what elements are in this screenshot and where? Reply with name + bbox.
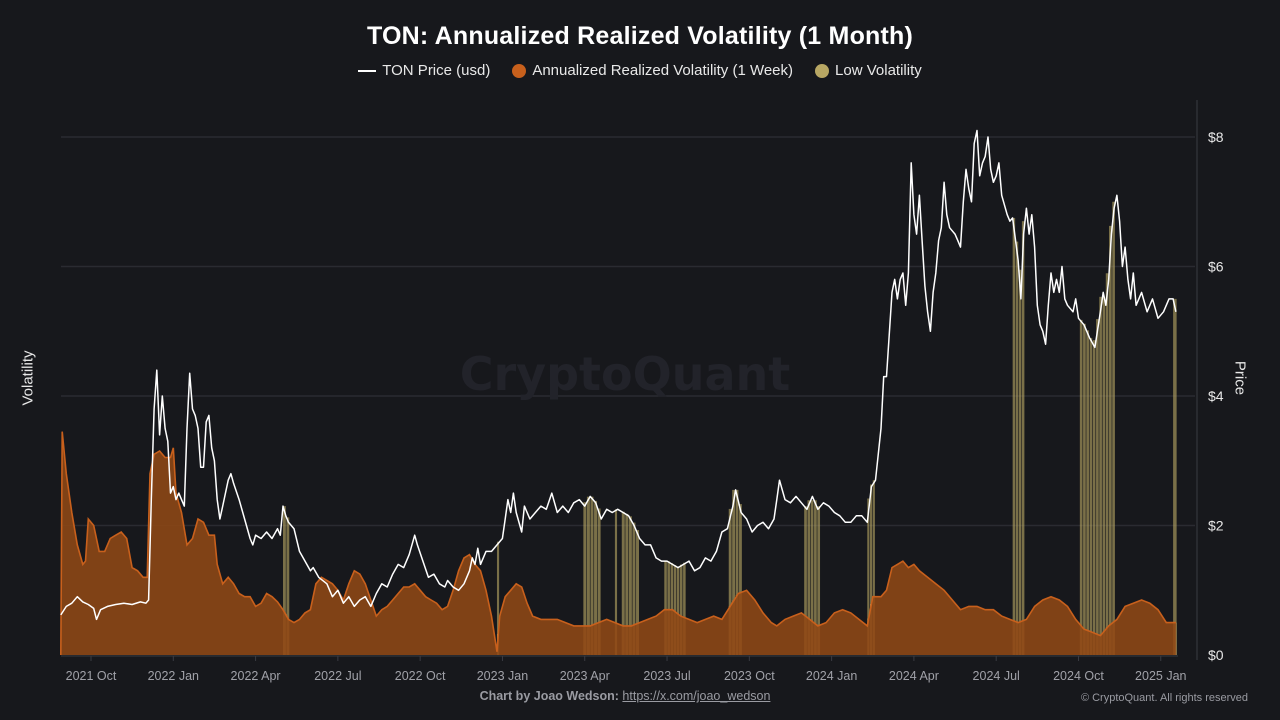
legend-label-price: TON Price (usd) (382, 62, 491, 79)
x-tick-label: 2022 Jul (314, 669, 361, 683)
low-volatility-bar (621, 511, 625, 655)
khaki-dot-icon (815, 63, 830, 78)
chart-title: TON: Annualized Realized Volatility (1 M… (366, 22, 914, 50)
x-tick-label: 2023 Jan (477, 669, 528, 683)
y-axis-label-price: Price (1231, 360, 1249, 396)
low-volatility-bar (1089, 337, 1093, 655)
low-volatility-bar (1083, 323, 1086, 655)
y-tick-label: $8 (1208, 129, 1224, 145)
x-tick-label: 2023 Oct (724, 669, 775, 683)
low-volatility-bar (735, 489, 739, 655)
low-volatility-bar (1079, 319, 1083, 655)
low-volatility-bar (1012, 217, 1016, 655)
y-axis-right: $0 $2 $4 $6 $8 (1208, 129, 1224, 663)
x-tick-label: 2024 Jul (973, 669, 1020, 683)
y-tick-label: $2 (1208, 518, 1224, 534)
legend-item-volatility[interactable]: Annualized Realized Volatility (1 Week) (512, 62, 793, 79)
low-volatility-bar (286, 517, 290, 655)
x-tick-label: 2022 Jan (148, 669, 199, 683)
low-volatility-bar (1173, 298, 1177, 655)
low-volatility-bar (1102, 296, 1106, 655)
low-volatility-bar (1086, 330, 1089, 655)
low-volatility-bar (664, 561, 667, 655)
low-volatility-bar (590, 496, 594, 655)
low-volatility-bar (673, 565, 677, 655)
credit-prefix: Chart by Joao Wedson: (479, 689, 619, 703)
low-volatility-bar (804, 506, 807, 655)
low-volatility-bar (867, 498, 870, 655)
low-volatility-bar (636, 530, 639, 655)
y-axis-label-volatility: Volatility (19, 350, 37, 406)
low-volatility-bar (632, 522, 636, 655)
low-volatility-bar (1109, 225, 1112, 655)
low-volatility-bar (283, 506, 286, 655)
footer-credit: Chart by Joao Wedson: https://x.com/joao… (0, 689, 1250, 703)
legend-item-low-vol[interactable]: Low Volatility (815, 62, 922, 79)
low-volatility-bar (1018, 269, 1022, 655)
x-tick-label: 2022 Apr (231, 669, 281, 683)
line-icon (358, 69, 377, 72)
low-volatility-bar (872, 480, 875, 655)
legend-item-price[interactable]: TON Price (usd) (358, 62, 490, 79)
x-tick-label: 2024 Oct (1053, 669, 1104, 683)
legend: TON Price (usd) Annualized Realized Vola… (0, 62, 1280, 79)
low-volatility-bar (739, 504, 742, 655)
low-volatility-bar (583, 502, 587, 655)
low-volatility-bar (870, 484, 873, 655)
x-axis: 2021 Oct 2022 Jan 2022 Apr 2022 Jul 2022 Oct… (66, 656, 1187, 683)
low-volatility-bar (628, 516, 632, 655)
x-tick-label: 2024 Jan (806, 669, 857, 683)
legend-label-low-vol: Low Volatility (835, 62, 922, 79)
low-volatility-bar (667, 561, 670, 655)
copyright: © CryptoQuant. All rights reserved (1080, 692, 1248, 704)
volatility-line (60, 431, 1176, 656)
low-volatility-bar (814, 500, 817, 655)
low-volatility-bar (1105, 273, 1109, 655)
low-volatility-bar (817, 506, 821, 655)
low-volatility-bar (732, 489, 736, 655)
legend-label-volatility: Annualized Realized Volatility (1 Week) (532, 62, 794, 79)
credit-link[interactable]: https://x.com/joao_wedson (622, 689, 771, 703)
x-tick-label: 2022 Oct (395, 669, 446, 683)
low-volatility-bar (807, 500, 811, 655)
y-tick-label: $0 (1208, 647, 1224, 663)
y-tick-label: $6 (1208, 259, 1224, 275)
x-tick-label: 2023 Jul (643, 669, 690, 683)
low-volatility-bar (614, 509, 618, 655)
low-volatility-bar (586, 496, 590, 655)
low-volatility-bar (597, 508, 601, 655)
low-volatility-bar (683, 562, 686, 655)
low-volatility-bar (594, 500, 598, 655)
low-volatility-bar (625, 513, 629, 655)
low-volatility-bar (496, 541, 500, 655)
low-volatility-bar (1092, 340, 1096, 655)
low-volatility-bar (676, 566, 680, 655)
low-volatility-bar (1021, 221, 1025, 656)
low-volatility-bar (728, 508, 732, 655)
y-tick-label: $4 (1208, 388, 1224, 404)
price-line (60, 129, 1177, 621)
x-tick-label: 2021 Oct (66, 669, 117, 683)
x-tick-label: 2025 Jan (1135, 669, 1186, 683)
low-volatility-bar (679, 564, 683, 655)
volatility-area (60, 431, 1176, 655)
low-volatility-bar (1112, 201, 1115, 655)
low-volatility-bar (810, 500, 814, 655)
gridlines (61, 136, 1195, 527)
low-volatility-bar (1015, 241, 1019, 655)
low-volatility-bar (1096, 319, 1099, 655)
watermark: CryptoQuant (460, 347, 791, 401)
low-volatility-bar (1099, 296, 1102, 655)
x-tick-label: 2023 Apr (560, 669, 610, 683)
x-tick-label: 2024 Apr (889, 669, 939, 683)
orange-dot-icon (512, 63, 527, 78)
